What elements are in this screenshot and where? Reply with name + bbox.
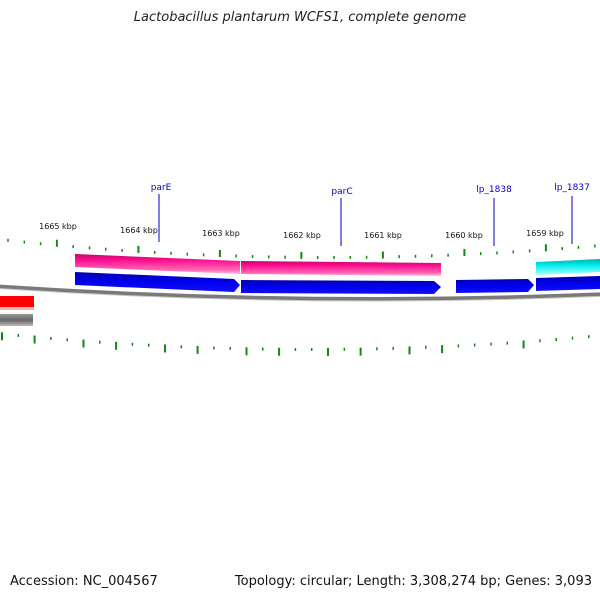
- kbp-label: 1660 kbp: [445, 231, 483, 240]
- gene-label-lp1838: lp_1838: [476, 185, 512, 195]
- genome-backbone: [0, 284, 600, 301]
- kbp-label: 1662 kbp: [283, 231, 321, 240]
- gene-label-lp1837: lp_1837: [554, 183, 590, 193]
- map-title: Lactobacillus plantarum WCFS1, complete …: [133, 10, 467, 25]
- cds-lp1838: [456, 279, 534, 293]
- cds-parC: [241, 280, 441, 294]
- outer-tick-ring: [7, 238, 596, 259]
- inner-tick-ring: [1, 332, 590, 356]
- genome-info-text: Topology: circular; Length: 3,308,274 bp…: [234, 574, 592, 589]
- kbp-label: 1663 kbp: [202, 229, 240, 238]
- kbp-label: 1665 kbp: [39, 222, 77, 231]
- kbp-label: 1661 kbp: [364, 231, 402, 240]
- kbp-label: 1664 kbp: [120, 226, 158, 235]
- feature-red-left: [0, 296, 34, 309]
- gene-label-parC: parC: [331, 187, 352, 197]
- cog-feature-parE: [75, 254, 240, 274]
- cog-feature-lp1837: [536, 259, 600, 275]
- cds-parE: [75, 272, 240, 292]
- accession-text: Accession: NC_004567: [10, 574, 158, 589]
- kbp-label: 1659 kbp: [526, 229, 564, 238]
- cog-feature-parC: [241, 261, 441, 276]
- gene-label-parE: parE: [151, 183, 172, 193]
- feature-gray-left: [0, 314, 33, 326]
- cds-lp1837: [536, 276, 600, 291]
